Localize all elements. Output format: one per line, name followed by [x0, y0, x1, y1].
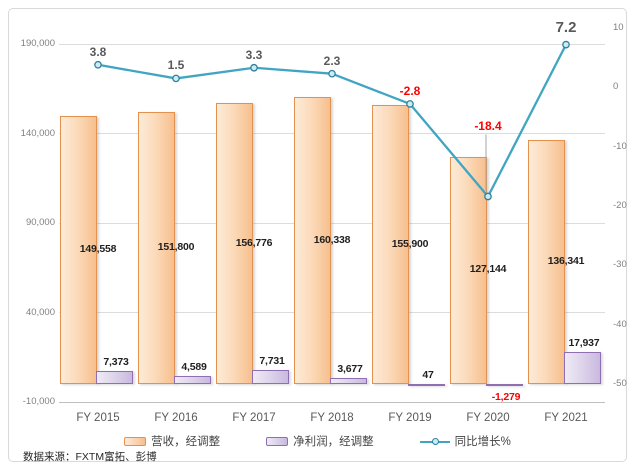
revenue-bar: [294, 97, 331, 385]
gridline: [59, 222, 605, 224]
right-axis-tick: 10: [613, 22, 624, 33]
net-profit-bar-label: 7,731: [259, 355, 285, 368]
left-axis-tick: 190,000: [20, 38, 55, 49]
x-axis-label: FY 2020: [466, 412, 510, 424]
growth-line-layer: [94, 40, 570, 201]
net-profit-bar-label: 4,589: [181, 360, 207, 373]
growth-line-label: 7.2: [555, 18, 577, 36]
net-profit-bar: [252, 370, 289, 385]
legend-item: 同比增长%: [419, 433, 511, 449]
left-axis-tick: 140,000: [20, 127, 55, 139]
net-profit-bar-label: 3,677: [337, 362, 363, 375]
growth-line-marker: [94, 60, 102, 69]
legend: 营收，经调整 净利润，经调整 同比增长%: [9, 433, 626, 449]
revenue-bar-label: 136,341: [547, 255, 585, 268]
growth-line-marker: [484, 192, 492, 201]
left-axis-tick: 90,000: [25, 217, 55, 228]
net-profit-bar: [96, 370, 133, 385]
growth-line-marker: [406, 100, 414, 108]
growth-line-label: 2.3: [323, 53, 341, 68]
growth-line-label: -18.4: [474, 118, 502, 133]
net-profit-bar: [330, 377, 367, 385]
revenue-bar: [372, 105, 409, 385]
net-profit-bar: [174, 375, 211, 385]
gridline: [59, 43, 605, 45]
legend-label: 净利润，经调整: [293, 436, 374, 448]
x-axis-label: FY 2019: [388, 412, 432, 424]
growth-line-label: 1.5: [167, 58, 185, 73]
growth-line-marker: [562, 40, 570, 49]
net-profit-bar: [486, 384, 523, 387]
revenue-bar-label: 156,776: [235, 236, 273, 249]
x-axis-label: FY 2015: [76, 412, 120, 424]
growth-line-marker: [328, 69, 336, 78]
revenue-legend-swatch: [124, 436, 147, 446]
gridline: [59, 312, 605, 313]
net-profit-legend-swatch: [266, 436, 289, 446]
revenue-bar: [138, 112, 175, 385]
net-profit-bar: [564, 351, 601, 385]
revenue-bar: [450, 156, 487, 385]
gridline: [59, 401, 605, 403]
right-axis-tick: -20: [613, 200, 627, 211]
right-axis-tick: -30: [613, 259, 627, 271]
x-axis-label: FY 2018: [310, 412, 354, 424]
revenue-bar: [528, 140, 565, 385]
growth-line-label: -2.8: [399, 83, 421, 98]
right-axis-tick: 0: [613, 81, 619, 93]
plot-area: 149,558 151,800 156,776 160,338 155,900 127,1…: [59, 19, 605, 424]
legend-label: 营收，经调整: [151, 436, 221, 448]
right-axis-tick: -40: [613, 318, 627, 330]
net-profit-bar-label: 7,373: [103, 355, 129, 368]
right-axis-tick: -50: [613, 378, 627, 389]
legend-item: 净利润，经调整: [266, 433, 374, 449]
net-profit-bar: [408, 384, 445, 387]
right-axis-tick: -10: [613, 140, 627, 152]
gridline: [59, 133, 605, 134]
chart-frame: 190,000 140,000 90,000 40,000 -10,000 10 0 -10…: [8, 8, 627, 463]
source-note: 数据来源：FXTM富拓、彭博: [23, 451, 157, 463]
revenue-bar-label: 151,800: [157, 241, 195, 254]
left-axis-tick: 40,000: [25, 306, 55, 318]
net-profit-bar-label: -1,279: [491, 391, 521, 404]
x-axis-label: FY 2016: [154, 412, 198, 424]
growth-line-marker: [250, 63, 258, 72]
revenue-bar-label: 160,338: [313, 233, 351, 246]
revenue-bar-label: 155,900: [391, 237, 429, 250]
net-profit-bar-label: 47: [422, 369, 434, 382]
revenue-bar: [216, 103, 253, 385]
growth-legend-glyph: [419, 437, 450, 446]
x-axis-label: FY 2021: [544, 412, 588, 424]
revenue-bar-label: 127,144: [469, 263, 507, 276]
growth-line-label: 3.8: [89, 44, 107, 59]
x-axis-label: FY 2017: [232, 412, 276, 424]
legend-item: 营收，经调整: [124, 433, 220, 449]
legend-label: 同比增长%: [454, 436, 511, 448]
left-axis-tick: -10,000: [22, 396, 55, 407]
revenue-bar-label: 149,558: [79, 243, 117, 256]
growth-line-label: 3.3: [245, 47, 263, 62]
net-profit-bar-label: 17,937: [568, 336, 600, 349]
revenue-bar: [60, 116, 97, 385]
growth-line-marker: [172, 74, 180, 83]
